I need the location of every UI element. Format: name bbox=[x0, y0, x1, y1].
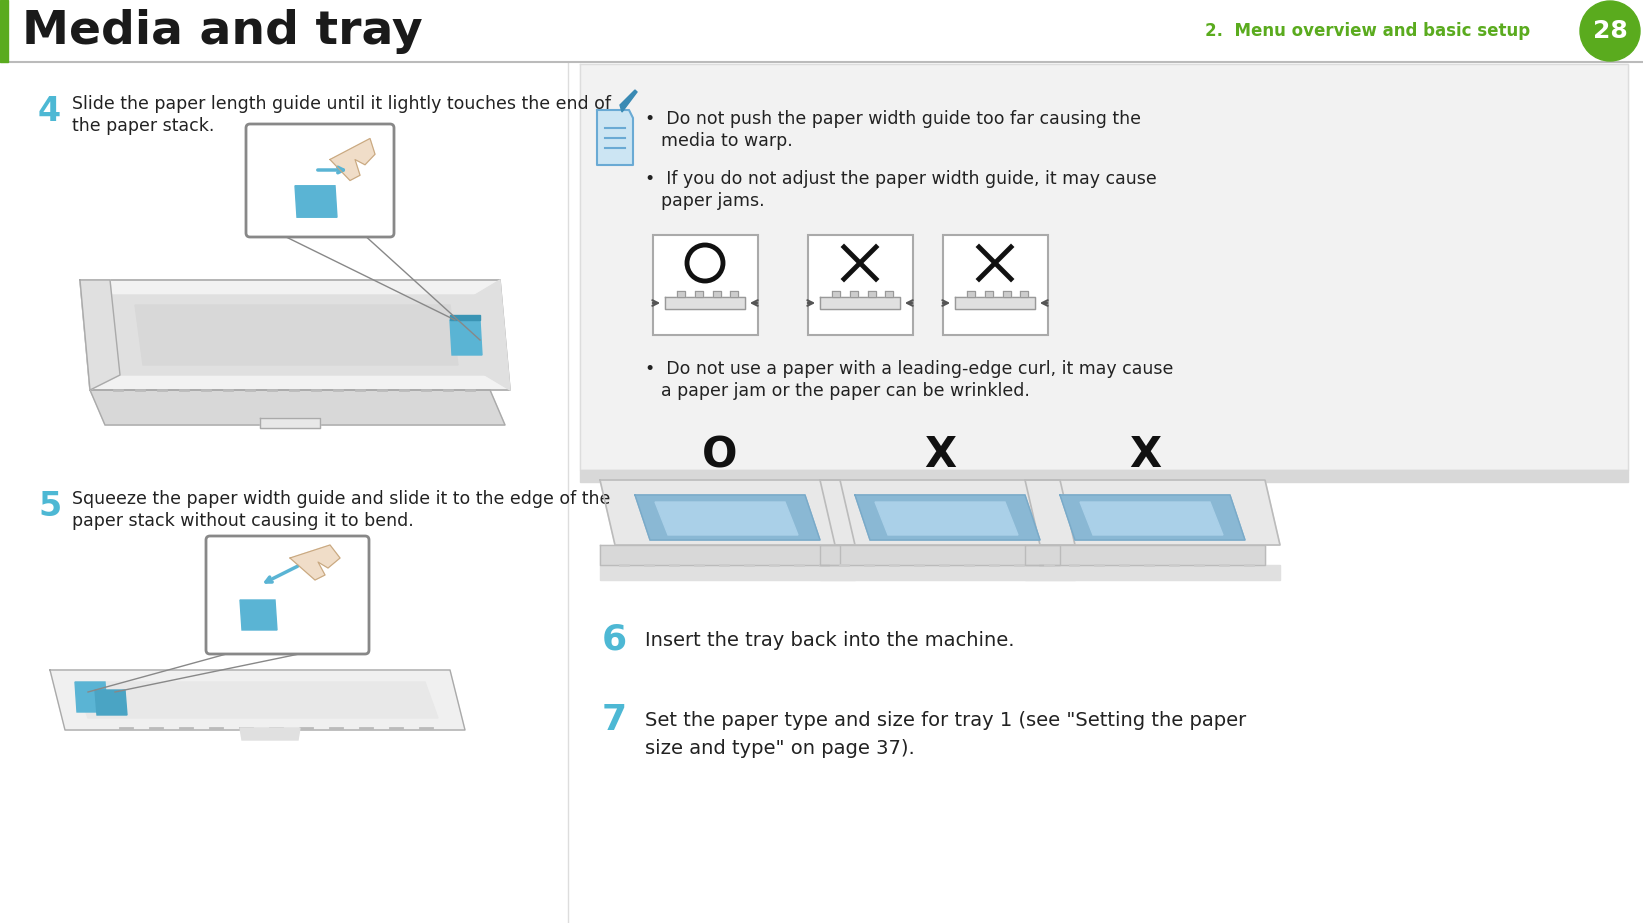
Polygon shape bbox=[849, 291, 858, 297]
Polygon shape bbox=[49, 670, 465, 730]
Text: 7: 7 bbox=[601, 703, 628, 737]
Polygon shape bbox=[596, 110, 633, 165]
Polygon shape bbox=[450, 315, 480, 320]
Polygon shape bbox=[820, 480, 1075, 545]
Bar bbox=[580, 470, 1628, 482]
Polygon shape bbox=[110, 295, 485, 375]
Polygon shape bbox=[90, 390, 504, 425]
Text: •  Do not use a paper with a leading-edge curl, it may cause: • Do not use a paper with a leading-edge… bbox=[646, 360, 1173, 378]
Text: Set the paper type and size for tray 1 (see "Setting the paper: Set the paper type and size for tray 1 (… bbox=[646, 711, 1247, 729]
Polygon shape bbox=[1025, 545, 1265, 565]
Polygon shape bbox=[240, 728, 301, 740]
Polygon shape bbox=[677, 291, 685, 297]
Text: 6: 6 bbox=[601, 623, 628, 657]
Polygon shape bbox=[330, 138, 375, 181]
Polygon shape bbox=[135, 305, 458, 365]
Polygon shape bbox=[831, 291, 840, 297]
Polygon shape bbox=[713, 291, 721, 297]
Polygon shape bbox=[1025, 565, 1280, 580]
Text: a paper jam or the paper can be wrinkled.: a paper jam or the paper can be wrinkled… bbox=[660, 382, 1030, 400]
Text: •  If you do not adjust the paper width guide, it may cause: • If you do not adjust the paper width g… bbox=[646, 170, 1157, 188]
Polygon shape bbox=[619, 90, 637, 112]
Text: 4: 4 bbox=[38, 95, 61, 128]
Bar bbox=[808, 235, 914, 335]
Polygon shape bbox=[1002, 291, 1010, 297]
Polygon shape bbox=[240, 600, 278, 630]
Polygon shape bbox=[600, 545, 840, 565]
Text: Slide the paper length guide until it lightly touches the end of: Slide the paper length guide until it li… bbox=[72, 95, 611, 113]
Text: 2.  Menu overview and basic setup: 2. Menu overview and basic setup bbox=[1204, 22, 1530, 40]
Polygon shape bbox=[656, 502, 798, 535]
Polygon shape bbox=[820, 297, 900, 309]
Polygon shape bbox=[1020, 291, 1029, 297]
Polygon shape bbox=[260, 418, 320, 428]
Text: 28: 28 bbox=[1592, 19, 1627, 43]
Bar bbox=[652, 235, 757, 335]
Polygon shape bbox=[600, 565, 854, 580]
Text: media to warp.: media to warp. bbox=[660, 132, 794, 150]
Polygon shape bbox=[81, 280, 509, 390]
Polygon shape bbox=[695, 291, 703, 297]
FancyBboxPatch shape bbox=[205, 536, 370, 654]
Bar bbox=[943, 235, 1048, 335]
Polygon shape bbox=[1025, 480, 1280, 545]
Text: X: X bbox=[923, 434, 956, 476]
Text: X: X bbox=[1129, 434, 1162, 476]
Text: Insert the tray back into the machine.: Insert the tray back into the machine. bbox=[646, 630, 1014, 650]
Polygon shape bbox=[1079, 502, 1222, 535]
Bar bbox=[580, 64, 1628, 470]
Polygon shape bbox=[296, 186, 337, 217]
Text: size and type" on page 37).: size and type" on page 37). bbox=[646, 738, 915, 758]
Polygon shape bbox=[81, 280, 120, 390]
Bar bbox=[0, 0, 8, 62]
Text: paper stack without causing it to bend.: paper stack without causing it to bend. bbox=[72, 512, 414, 530]
Polygon shape bbox=[76, 682, 439, 718]
Polygon shape bbox=[886, 291, 894, 297]
Polygon shape bbox=[76, 682, 107, 712]
Polygon shape bbox=[475, 280, 509, 390]
Polygon shape bbox=[868, 291, 876, 297]
Text: O: O bbox=[702, 434, 738, 476]
Text: the paper stack.: the paper stack. bbox=[72, 117, 214, 135]
Text: •  Do not push the paper width guide too far causing the: • Do not push the paper width guide too … bbox=[646, 110, 1140, 128]
Polygon shape bbox=[955, 297, 1035, 309]
Polygon shape bbox=[854, 495, 1040, 540]
Polygon shape bbox=[95, 690, 127, 715]
Polygon shape bbox=[876, 502, 1019, 535]
Polygon shape bbox=[665, 297, 744, 309]
Text: Squeeze the paper width guide and slide it to the edge of the: Squeeze the paper width guide and slide … bbox=[72, 490, 611, 508]
Polygon shape bbox=[986, 291, 992, 297]
Polygon shape bbox=[634, 495, 820, 540]
Polygon shape bbox=[968, 291, 974, 297]
FancyBboxPatch shape bbox=[246, 124, 394, 237]
Polygon shape bbox=[1060, 495, 1245, 540]
Polygon shape bbox=[820, 565, 1075, 580]
Bar bbox=[0, 0, 1643, 62]
Text: Media and tray: Media and tray bbox=[21, 8, 422, 54]
Polygon shape bbox=[820, 545, 1060, 565]
Polygon shape bbox=[291, 545, 340, 580]
Polygon shape bbox=[729, 291, 738, 297]
Polygon shape bbox=[450, 320, 481, 355]
Circle shape bbox=[1581, 1, 1640, 61]
Text: paper jams.: paper jams. bbox=[660, 192, 764, 210]
Text: 5: 5 bbox=[38, 490, 61, 523]
Polygon shape bbox=[600, 480, 854, 545]
